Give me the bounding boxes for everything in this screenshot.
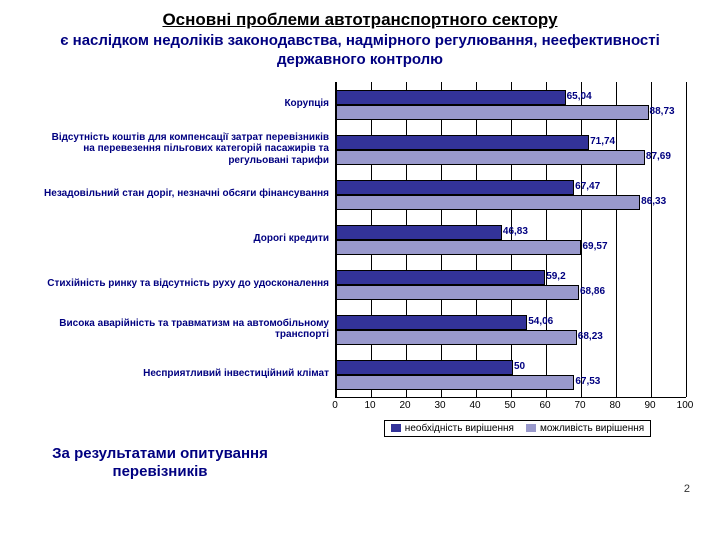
bar-series1 bbox=[336, 360, 513, 375]
bar-series2 bbox=[336, 105, 649, 120]
bar-series2 bbox=[336, 150, 645, 165]
x-tick-label: 30 bbox=[434, 400, 445, 411]
bar-group: 54,06 68,23 bbox=[336, 307, 686, 352]
bar-value-label: 86,33 bbox=[641, 196, 666, 207]
bar-series1 bbox=[336, 135, 589, 150]
bar-value-label: 87,69 bbox=[646, 151, 671, 162]
bar-value-label: 68,23 bbox=[578, 331, 603, 342]
legend-swatch-2 bbox=[526, 424, 536, 432]
x-tick-label: 10 bbox=[364, 400, 375, 411]
bar-value-label: 69,57 bbox=[582, 241, 607, 252]
chart-container: КорупціяВідсутність коштів для компенсац… bbox=[20, 82, 700, 437]
x-tick-label: 90 bbox=[644, 400, 655, 411]
legend-label-2: можливість вирішення bbox=[540, 423, 644, 434]
x-tick-label: 0 bbox=[332, 400, 338, 411]
bar-value-label: 54,06 bbox=[528, 316, 553, 327]
x-tick-label: 80 bbox=[609, 400, 620, 411]
bar-value-label: 50 bbox=[514, 361, 525, 372]
x-tick-label: 40 bbox=[469, 400, 480, 411]
category-label: Корупція bbox=[40, 82, 335, 127]
plot-area: 65,04 88,73 71,74 87,69 67,47 86,33 46,83 69,57… bbox=[335, 82, 686, 398]
chart-legend: необхідність вирішення можливість виріше… bbox=[384, 420, 651, 437]
category-label: Дорогі кредити bbox=[40, 217, 335, 262]
bar-value-label: 59,2 bbox=[546, 271, 565, 282]
bar-series2 bbox=[336, 375, 574, 390]
legend-swatch-1 bbox=[391, 424, 401, 432]
bar-value-label: 65,04 bbox=[567, 91, 592, 102]
bar-group: 65,04 88,73 bbox=[336, 82, 686, 127]
category-label: Відсутність коштів для компенсації затра… bbox=[40, 127, 335, 172]
page-number: 2 bbox=[20, 483, 700, 495]
category-labels-column: КорупціяВідсутність коштів для компенсац… bbox=[40, 82, 335, 437]
bar-value-label: 88,73 bbox=[650, 106, 675, 117]
bar-series1 bbox=[336, 90, 566, 105]
bar-value-label: 67,47 bbox=[575, 181, 600, 192]
bar-series2 bbox=[336, 330, 577, 345]
bar-series1 bbox=[336, 270, 545, 285]
page-subtitle: є наслідком недоліків законодавства, над… bbox=[20, 32, 700, 70]
bar-series2 bbox=[336, 195, 640, 210]
legend-item-1: необхідність вирішення bbox=[391, 423, 514, 434]
x-tick-label: 60 bbox=[539, 400, 550, 411]
bar-value-label: 67,53 bbox=[575, 376, 600, 387]
bar-series2 bbox=[336, 285, 579, 300]
footer-note: За результатами опитування перевізників bbox=[30, 445, 290, 481]
category-label: Стихійність ринку та відсутність руху до… bbox=[40, 262, 335, 307]
legend-item-2: можливість вирішення bbox=[526, 423, 644, 434]
x-tick-label: 70 bbox=[574, 400, 585, 411]
bar-group: 50 67,53 bbox=[336, 352, 686, 397]
bar-series1 bbox=[336, 225, 502, 240]
grid-line bbox=[686, 82, 687, 397]
bar-series1 bbox=[336, 315, 527, 330]
bar-group: 71,74 87,69 bbox=[336, 127, 686, 172]
category-label: Несприятливий інвестиційний клімат bbox=[40, 352, 335, 397]
x-tick-label: 100 bbox=[677, 400, 694, 411]
bar-value-label: 71,74 bbox=[590, 136, 615, 147]
x-tick-label: 20 bbox=[399, 400, 410, 411]
x-tick-label: 50 bbox=[504, 400, 515, 411]
legend-label-1: необхідність вирішення bbox=[405, 423, 514, 434]
plot-column: 65,04 88,73 71,74 87,69 67,47 86,33 46,83 69,57… bbox=[335, 82, 700, 437]
bar-value-label: 46,83 bbox=[503, 226, 528, 237]
bar-series1 bbox=[336, 180, 574, 195]
bar-group: 67,47 86,33 bbox=[336, 172, 686, 217]
bar-series2 bbox=[336, 240, 581, 255]
bar-group: 46,83 69,57 bbox=[336, 217, 686, 262]
bar-group: 59,2 68,86 bbox=[336, 262, 686, 307]
category-label: Висока аварійність та травматизм на авто… bbox=[40, 307, 335, 352]
bar-value-label: 68,86 bbox=[580, 286, 605, 297]
category-label: Незадовільний стан доріг, незначні обсяг… bbox=[40, 172, 335, 217]
x-axis-ticks: 0102030405060708090100 bbox=[335, 398, 685, 414]
page-title: Основні проблеми автотранспортного секто… bbox=[20, 10, 700, 30]
